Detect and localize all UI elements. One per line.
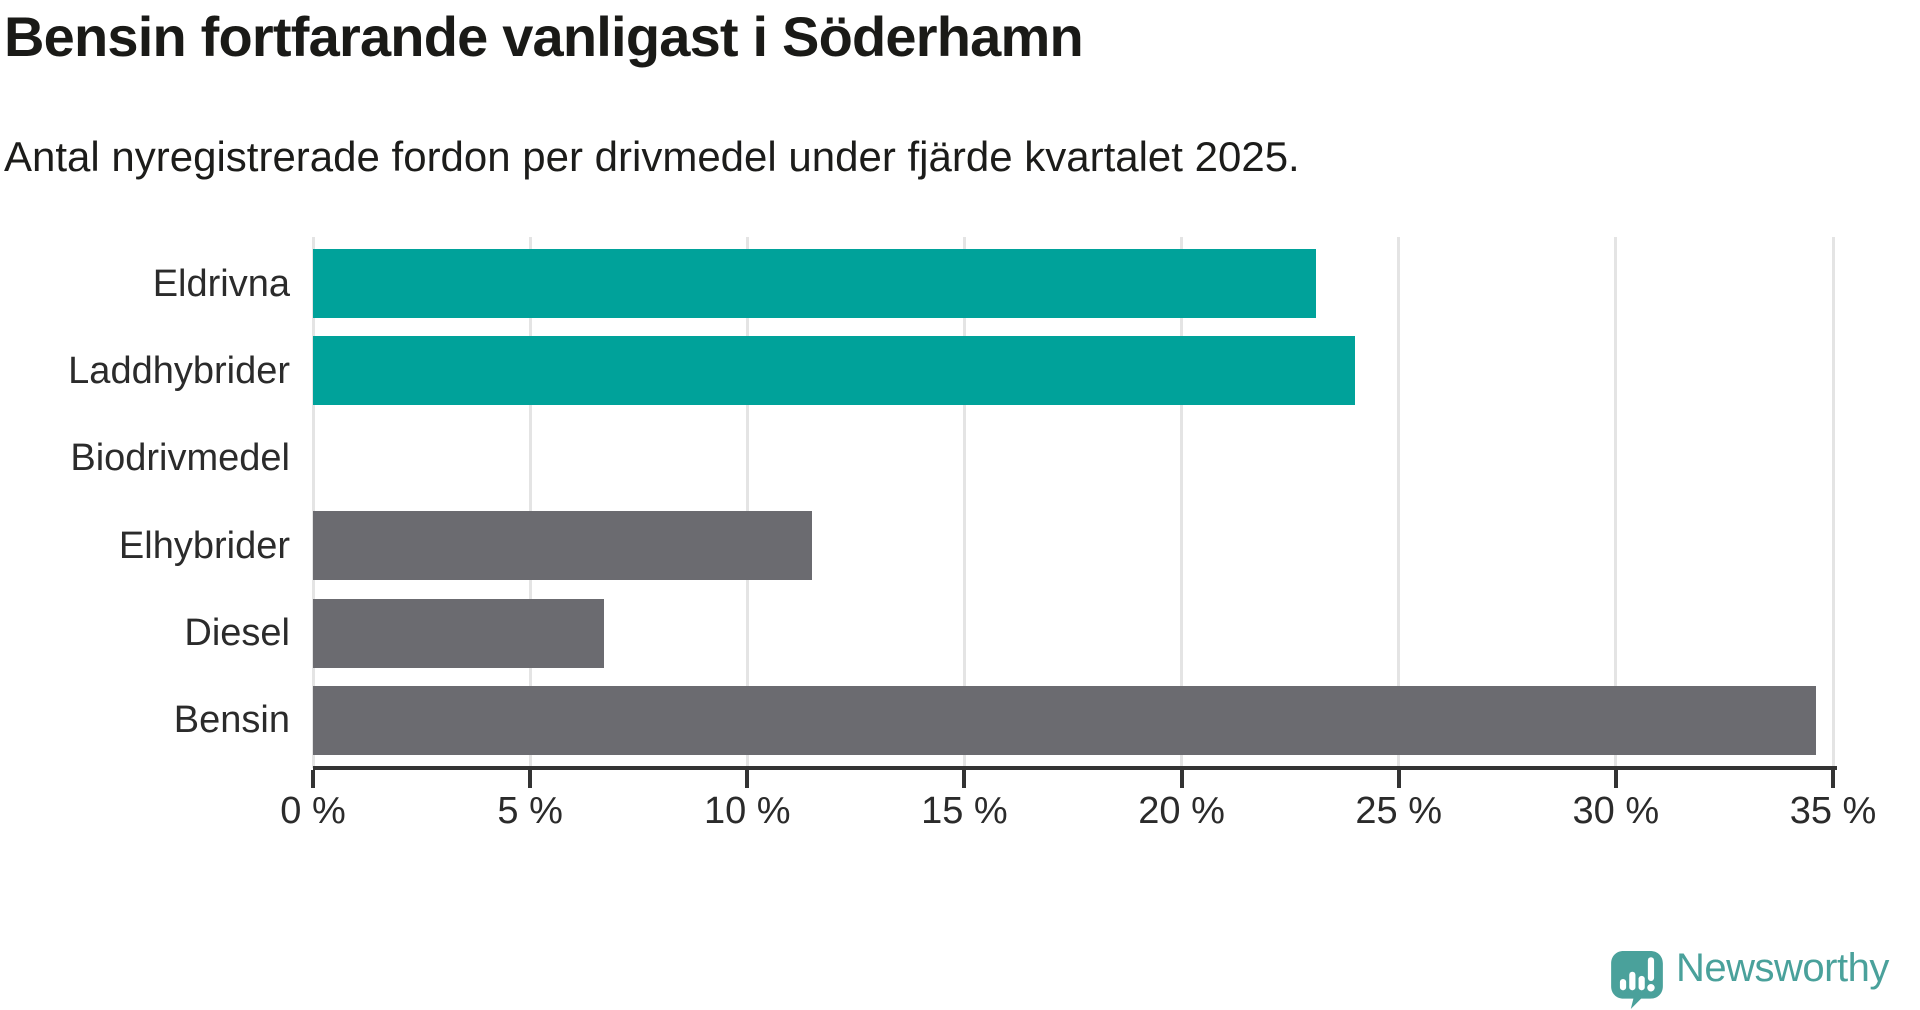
gridline — [311, 237, 315, 768]
x-axis-tick-label: 20 % — [1138, 790, 1225, 832]
chart-row-diesel: Diesel — [0, 598, 1920, 668]
gridline — [962, 237, 966, 768]
gridline — [1397, 237, 1401, 768]
chart-row-laddhybrider: Laddhybrider — [0, 336, 1920, 406]
category-label-bensin: Bensin — [173, 699, 290, 742]
x-axis-tick-label: 5 % — [497, 790, 563, 832]
chart-row-elhybrider: Elhybrider — [0, 511, 1920, 581]
x-axis-tick — [311, 770, 315, 788]
x-axis-tick-label: 0 % — [280, 790, 346, 832]
chart-row-biodrivmedel: Biodrivmedel — [0, 424, 1920, 493]
bar-bensin — [313, 685, 1816, 755]
chart-row-eldrivna: Eldrivna — [0, 249, 1920, 318]
x-axis-tick-label: 30 % — [1572, 790, 1660, 832]
x-axis-tick — [1831, 770, 1835, 788]
category-label-eldrivna: Eldrivna — [152, 262, 290, 305]
bar-laddhybrider — [313, 336, 1356, 406]
gridline — [528, 237, 532, 768]
x-axis-tick — [1179, 770, 1184, 788]
x-axis-tick — [962, 770, 967, 788]
x-axis-ticks: 0 % 5 % 10 % 15 % 20 % 25 % 30 % 35 % — [0, 237, 1920, 832]
x-axis-line — [313, 766, 1837, 770]
x-axis-tick-label: 35 % — [1789, 790, 1877, 832]
gridlines — [311, 237, 1835, 768]
newsworthy-logo-icon — [1611, 951, 1663, 1009]
chart-title: Bensin fortfarande vanligast i Söderhamn — [4, 5, 1084, 68]
category-label-biodrivmedel: Biodrivmedel — [70, 437, 290, 480]
chart-row-bensin: Bensin — [0, 685, 1920, 755]
x-axis-tick — [1396, 770, 1401, 788]
bar-elhybrider — [313, 511, 813, 581]
gridline — [745, 237, 749, 768]
chart-rows: Eldrivna Laddhybrider Biodrivmedel Elhybrid… — [0, 249, 1920, 755]
gridline — [1614, 237, 1618, 768]
gridline — [1180, 237, 1184, 768]
chart-subtitle: Antal nyregistrerade fordon per drivmede… — [4, 133, 1300, 180]
x-axis-tick — [1613, 770, 1618, 788]
x-axis-tick — [528, 770, 533, 788]
x-axis-tick — [745, 770, 750, 788]
bar-eldrivna — [313, 249, 1317, 318]
newsworthy-logo-text: Newsworthy — [1676, 946, 1889, 990]
bar-chart: Eldrivna Laddhybrider Biodrivmedel Elhybrid… — [0, 237, 1920, 832]
category-label-elhybrider: Elhybrider — [118, 524, 290, 567]
x-axis-tick-label: 15 % — [921, 790, 1008, 832]
x-axis-tick-label: 25 % — [1355, 790, 1443, 832]
x-axis-tick-label: 10 % — [703, 790, 791, 832]
gridline — [1831, 237, 1835, 768]
bar-diesel — [313, 598, 604, 668]
category-label-diesel: Diesel — [184, 612, 290, 655]
category-label-laddhybrider: Laddhybrider — [68, 349, 290, 392]
